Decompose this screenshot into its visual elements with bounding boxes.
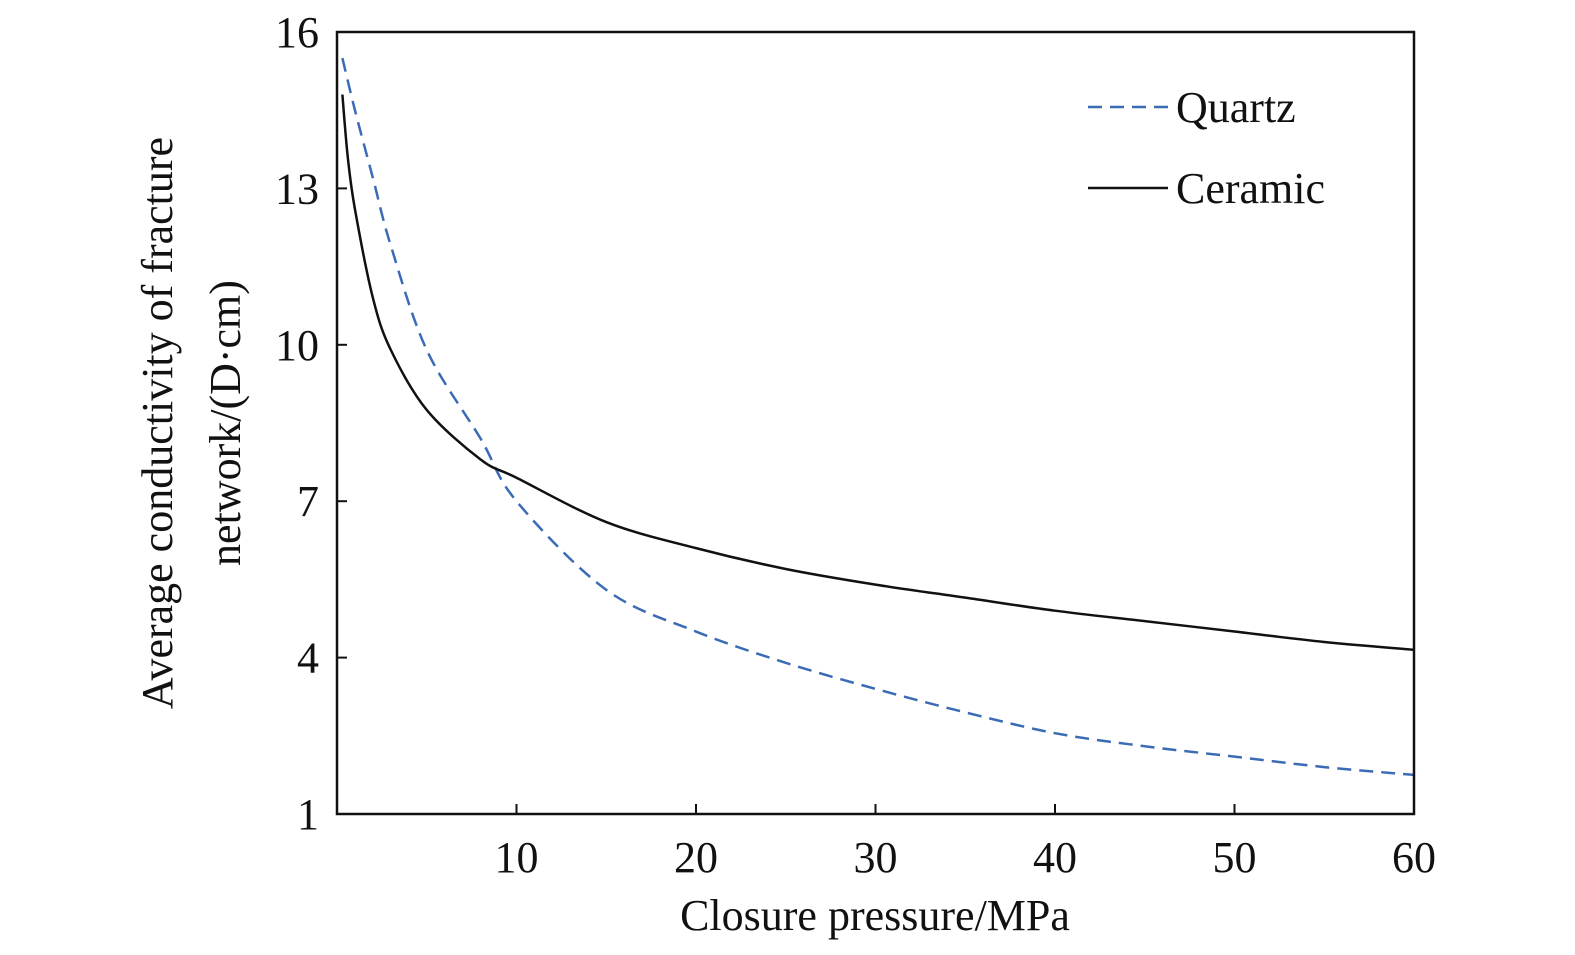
x-tick-label: 30 xyxy=(854,833,898,882)
series-lines xyxy=(341,57,1415,777)
x-tick-label: 20 xyxy=(674,833,718,882)
x-axis-label: Closure pressure/MPa xyxy=(680,891,1070,940)
y-tick-label: 10 xyxy=(275,321,319,370)
y-axis-label-line1: Average conductivity of fracture xyxy=(133,137,182,709)
y-tick-label: 7 xyxy=(297,477,319,526)
y-axis-label-line2: network/(D·cm) xyxy=(201,280,250,566)
y-axis-ticks: 1 4 7 10 13 16 xyxy=(275,8,347,839)
y-tick-label: 16 xyxy=(275,8,319,57)
x-tick-label: 50 xyxy=(1213,833,1257,882)
legend-label-quartz: Quartz xyxy=(1176,83,1296,132)
x-tick-label: 40 xyxy=(1033,833,1077,882)
x-tick-label: 60 xyxy=(1392,833,1436,882)
plot-frame xyxy=(335,30,1416,816)
y-tick-label: 4 xyxy=(297,634,319,683)
series-line-quartz xyxy=(341,57,1415,777)
y-tick-label: 1 xyxy=(297,790,319,839)
x-axis-ticks: 10 20 30 40 50 60 xyxy=(495,804,1436,882)
legend: Quartz Ceramic xyxy=(1088,83,1325,213)
legend-label-ceramic: Ceramic xyxy=(1176,164,1325,213)
x-tick-label: 10 xyxy=(495,833,539,882)
series-line-ceramic xyxy=(341,94,1415,652)
y-tick-label: 13 xyxy=(275,164,319,213)
